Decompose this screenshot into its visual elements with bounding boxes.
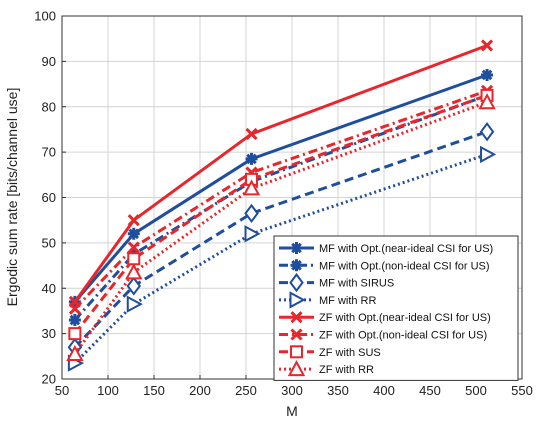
- legend-item: ZF with Opt.(non-ideal CSI for US): [279, 328, 487, 342]
- x-tick-label: 300: [281, 383, 303, 398]
- data-point: [479, 122, 495, 142]
- legend-marker: [290, 242, 303, 254]
- series-5: [68, 39, 494, 308]
- x-tick-label: 200: [189, 383, 211, 398]
- data-point: [480, 145, 497, 164]
- data-point: [478, 93, 496, 110]
- data-point: [245, 152, 258, 165]
- legend-label: ZF with RR: [319, 364, 374, 376]
- legend-item: ZF with RR: [279, 359, 374, 377]
- y-tick-label: 80: [42, 99, 56, 114]
- y-tick-label: 60: [42, 190, 56, 205]
- legend-marker: [290, 328, 303, 341]
- data-point: [125, 263, 143, 280]
- data-point: [68, 314, 81, 327]
- x-tick-label: 400: [373, 383, 395, 398]
- series-line: [73, 93, 488, 335]
- series-8: [66, 93, 496, 362]
- x-tick-label: 500: [465, 383, 487, 398]
- x-tick-label: 450: [419, 383, 441, 398]
- x-tick-label: 250: [235, 383, 257, 398]
- series-line: [73, 152, 488, 365]
- legend-item: MF with Opt.(near-ideal CSI for US): [279, 242, 493, 255]
- data-point: [481, 68, 494, 81]
- legend-item: MF with Opt.(non-ideal CSI for US): [279, 259, 490, 272]
- y-tick-label: 20: [42, 372, 56, 387]
- x-tick-label: 350: [327, 383, 349, 398]
- data-point: [127, 227, 140, 240]
- legend-marker: [290, 259, 303, 272]
- legend-marker: [289, 291, 306, 309]
- legend-label: ZF with Opt.(non-ideal CSI for US): [319, 330, 487, 342]
- y-tick-label: 70: [42, 145, 56, 160]
- data-point: [66, 344, 84, 362]
- series-line: [73, 100, 488, 355]
- x-tick-label: 150: [143, 383, 165, 398]
- data-point: [68, 302, 81, 315]
- x-tick-label: 550: [511, 383, 533, 398]
- y-tick-label: 90: [42, 54, 56, 69]
- x-tick-label: 50: [55, 383, 69, 398]
- y-tick-label: 30: [42, 326, 56, 341]
- legend-label: ZF with SUS: [319, 347, 381, 359]
- series-line: [73, 130, 488, 349]
- legend-label: MF with Opt.(non-ideal CSI for US): [319, 260, 490, 272]
- x-ticks: 50 100 150 200 250 300 350 400 450 500 550: [55, 375, 533, 398]
- data-point: [480, 39, 494, 52]
- series-line: [73, 73, 488, 303]
- legend-label: MF with Opt.(near-ideal CSI for US): [319, 243, 493, 255]
- y-tick-label: 40: [42, 281, 56, 296]
- y-axis-title: Ergodic sum rate [bits/channel use]: [4, 88, 20, 307]
- data-point: [127, 252, 141, 266]
- legend-box: [273, 235, 519, 381]
- y-tick-label: 100: [34, 9, 56, 24]
- x-axis-title: M: [286, 403, 298, 419]
- legend-item: MF with SIRUS: [279, 272, 394, 293]
- data-point: [242, 179, 261, 196]
- legend: MF with Opt.(near-ideal CSI for US) MF wi…: [273, 235, 519, 381]
- series-line: [73, 44, 488, 303]
- data-point: [127, 241, 140, 254]
- series-line: [73, 89, 488, 310]
- legend-item: MF with RR: [279, 291, 377, 309]
- legend-item: ZF with Opt.(near-ideal CSI for US): [279, 311, 491, 324]
- y-tick-label: 50: [42, 235, 56, 250]
- legend-marker: [290, 345, 303, 359]
- x-tick-label: 100: [97, 383, 119, 398]
- y-ticks: 20 30 40 50 60 70 80 90 100: [34, 9, 66, 387]
- legend-marker: [287, 359, 306, 377]
- data-point: [126, 276, 142, 296]
- legend-label: MF with SIRUS: [319, 278, 394, 290]
- data-point: [245, 127, 258, 141]
- data-point: [126, 295, 143, 313]
- data-point: [127, 214, 140, 227]
- legend-item: ZF with SUS: [279, 345, 381, 359]
- data-point: [244, 203, 259, 224]
- legend-label: MF with RR: [319, 295, 377, 307]
- series-layer: [66, 39, 497, 372]
- series-line: [73, 93, 488, 322]
- data-point: [68, 327, 82, 341]
- data-point: [244, 225, 261, 243]
- legend-marker: [289, 272, 304, 293]
- legend-label: ZF with Opt.(near-ideal CSI for US): [319, 312, 491, 324]
- legend-marker: [290, 311, 303, 324]
